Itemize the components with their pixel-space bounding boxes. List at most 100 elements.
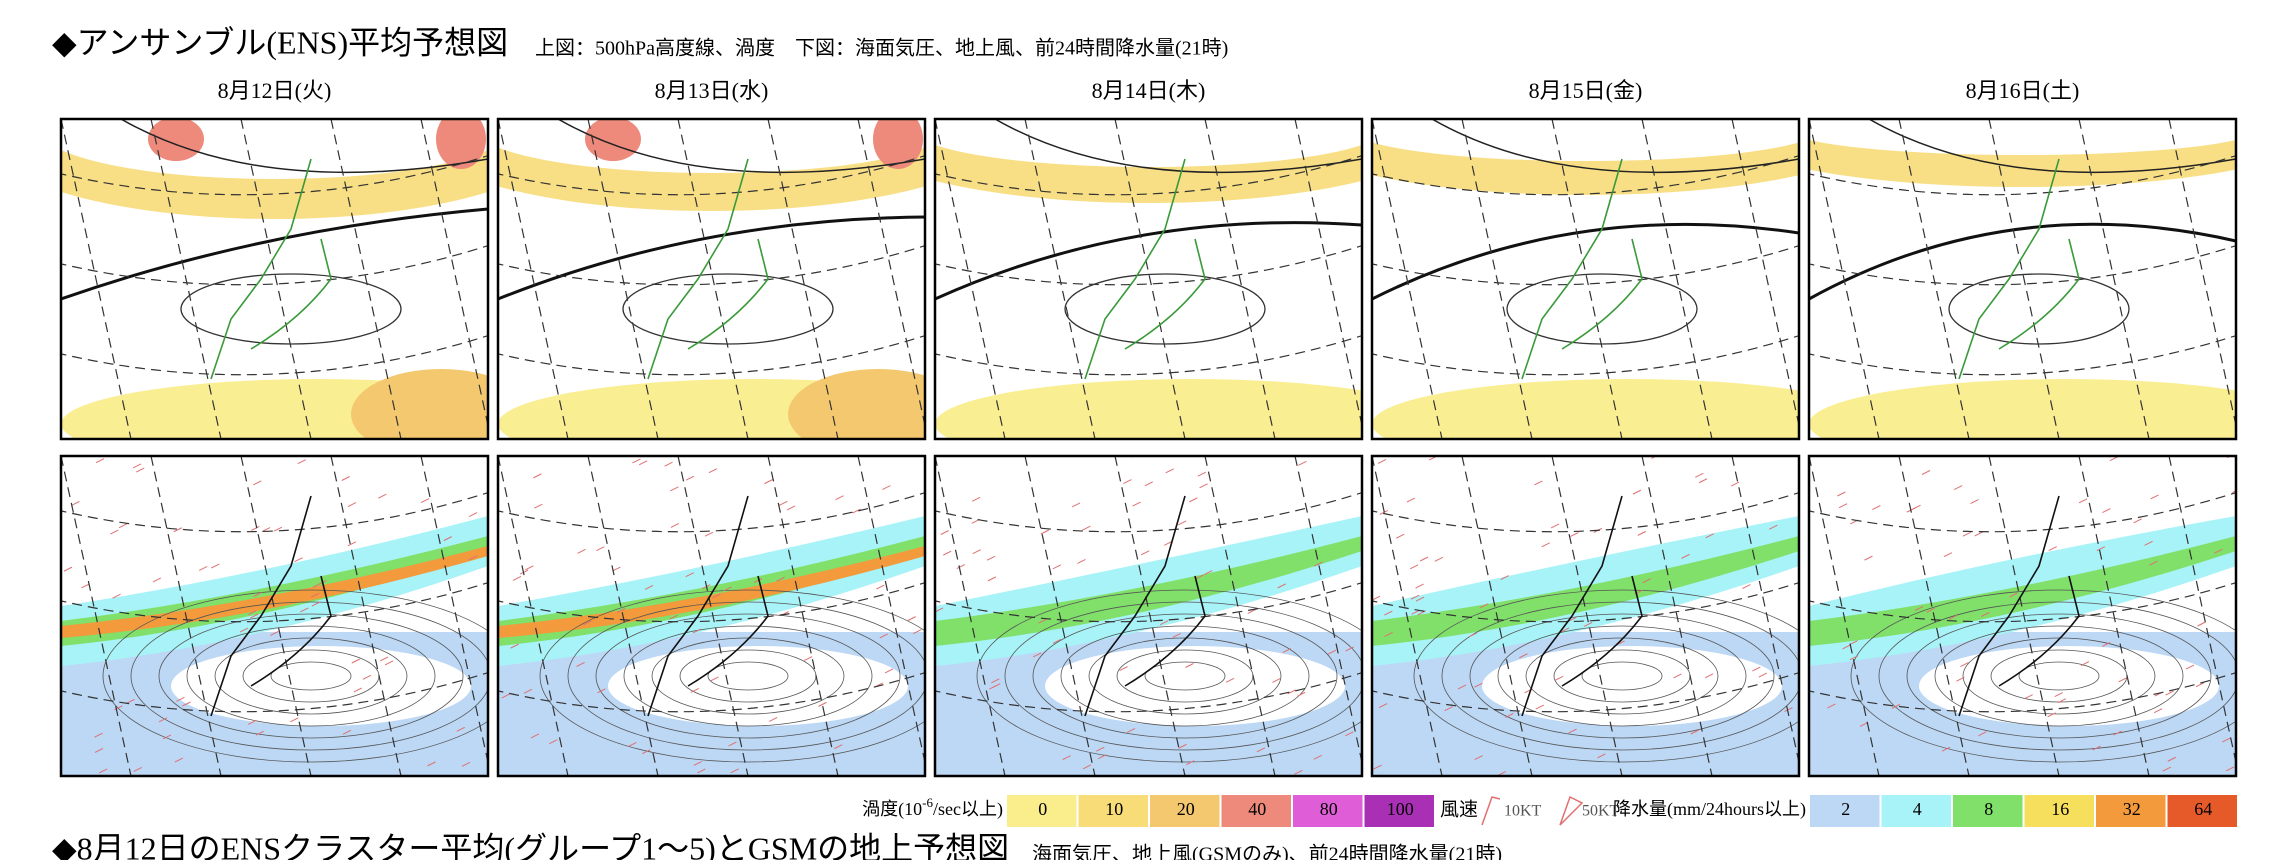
surface-map (498, 456, 925, 776)
wind-barb (2009, 592, 2018, 598)
height-contour (557, 119, 925, 174)
grid-meridian (1114, 119, 1186, 439)
coastline (1084, 495, 1206, 717)
pressure-contour (623, 625, 873, 727)
grid-parallel (498, 334, 925, 376)
coastline (1521, 158, 1643, 380)
wind-barb (1468, 632, 1478, 638)
wind-barb (972, 549, 981, 555)
wind-barb (384, 660, 394, 666)
wind-barb (1126, 728, 1136, 733)
wind-barb (1225, 677, 1235, 683)
wind-barb (2054, 692, 2063, 698)
vorticity-label: 100 (1387, 799, 1414, 819)
wind-barb (158, 717, 168, 723)
wind-barb (510, 643, 519, 649)
wind-barb (1372, 595, 1381, 601)
wind-barb (1597, 753, 1606, 759)
wind-barb (1119, 666, 1128, 672)
wind-barb (1859, 721, 1869, 727)
wind-barb (1396, 533, 1405, 539)
grid-meridian (1024, 119, 1096, 439)
wind-barb (378, 493, 387, 499)
wind-barb (523, 688, 533, 694)
coastline (210, 495, 332, 717)
wind-barb (250, 613, 259, 619)
wind-barb (596, 546, 605, 552)
wind-barb (512, 576, 522, 581)
wind-barb (1199, 483, 1208, 489)
wind-barb (1384, 631, 1393, 637)
wind-barb (112, 593, 121, 599)
vorticity-label: 渦度(10-6/sec以上) (862, 795, 1003, 820)
date-label: 8月13日(水) (655, 78, 769, 103)
wind-barb (310, 592, 320, 598)
wind-barb (723, 586, 732, 592)
vorticity-core (585, 119, 641, 161)
grid-meridian (857, 119, 925, 429)
height-contour (1431, 119, 1799, 174)
wind-barb (530, 733, 540, 739)
map-frame (1807, 454, 2238, 778)
wind-barb (420, 498, 430, 504)
wind-barb (501, 693, 510, 699)
wind-barb (1327, 649, 1337, 655)
wind-barb (664, 461, 673, 467)
grid-meridian (1988, 456, 2060, 776)
vorticity-label-start: 渦度(10 (862, 799, 922, 820)
grid-parallel (1809, 491, 2236, 533)
wind-barb (347, 541, 357, 547)
coastline (647, 158, 769, 380)
wind-barb (1849, 655, 1859, 661)
pressure-contour (186, 625, 436, 727)
wind-barb (1040, 529, 1050, 535)
wind-barb (1704, 673, 1714, 679)
wind-barb (251, 525, 260, 531)
wind-barb (1052, 564, 1062, 570)
wind-barb (685, 572, 694, 578)
wind-barb (642, 749, 651, 755)
grid-meridian (587, 119, 659, 439)
grid-meridian (1461, 456, 1533, 776)
grid-meridian (1461, 119, 1533, 439)
wind-barb (1912, 504, 1921, 510)
wind-barb (1827, 703, 1836, 709)
wind-barb (879, 633, 889, 639)
wind-barb (1159, 620, 1169, 626)
vorticity-label: 80 (1320, 799, 1338, 819)
pressure-contour (158, 613, 464, 739)
wind-barb (1052, 638, 1062, 644)
wind-barb (549, 739, 558, 745)
grid-meridian (1898, 119, 1970, 439)
wind-barb (2214, 548, 2223, 554)
wind-barb (940, 530, 949, 535)
coastline (1958, 495, 2080, 717)
grid-meridian (935, 119, 1006, 439)
grid-meridian (2259, 119, 2278, 439)
grid-parallel (61, 581, 488, 623)
wind-barb (1082, 764, 1092, 770)
grid-meridian (1551, 119, 1623, 439)
wind-barb (63, 566, 73, 572)
wind-barb (1314, 561, 1323, 567)
wind-barb (1956, 676, 1965, 682)
wind-barb (1838, 503, 1848, 509)
coastline (1958, 158, 2080, 380)
pressure-contour (1004, 601, 1362, 751)
wind-barb (991, 678, 1000, 684)
wind-barb (379, 656, 389, 662)
wind-barb (468, 555, 478, 561)
map-frame (933, 117, 1364, 441)
wind-barb (1480, 603, 1489, 609)
wind-barb (351, 658, 360, 664)
wind-barb (2057, 698, 2067, 704)
vorticity-swatch (1364, 795, 1434, 827)
wind-barb (1185, 663, 1194, 668)
wind-barb (176, 696, 185, 702)
map-frame (1807, 117, 2238, 441)
wind-barb (1415, 583, 1424, 589)
wind-barb (1203, 570, 1213, 576)
wind-barb (2153, 708, 2163, 714)
wind-barb (461, 761, 471, 767)
pressure-contour (1413, 589, 1799, 763)
